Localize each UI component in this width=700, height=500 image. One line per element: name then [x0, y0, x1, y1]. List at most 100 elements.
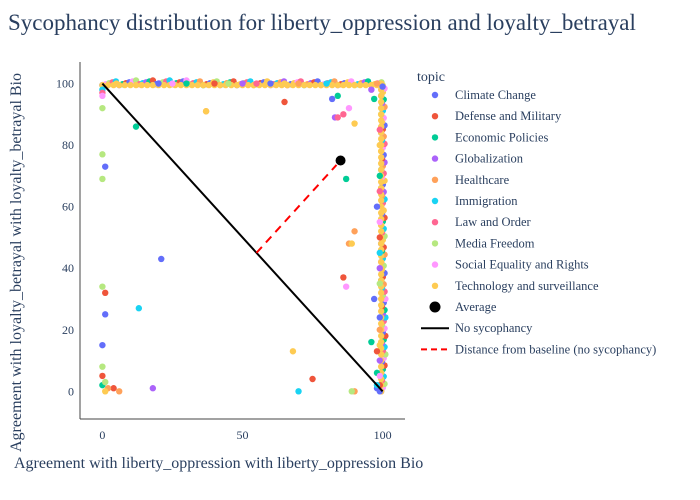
data-point	[110, 385, 117, 392]
series-8	[99, 80, 383, 380]
legend-marker	[431, 282, 439, 289]
legend-marker	[431, 155, 439, 162]
data-point	[155, 80, 162, 87]
data-point	[295, 80, 302, 87]
legend-item-average[interactable]: Average	[429, 300, 497, 314]
data-point	[373, 203, 381, 210]
legend-label: No sycophancy	[455, 321, 533, 335]
band-point	[149, 81, 157, 89]
y-axis-ticks: 0 20 40 60 80 100	[56, 77, 74, 399]
band-point	[121, 81, 129, 89]
average-marker	[334, 154, 347, 167]
data-point	[169, 80, 176, 87]
x-tick-label: 50	[237, 428, 249, 442]
x-axis-title: Agreement with liberty_oppression with l…	[14, 455, 423, 472]
band-point	[377, 308, 385, 315]
data-point	[376, 357, 383, 364]
band-point	[377, 166, 385, 173]
legend-label: Media Freedom	[455, 236, 535, 250]
legend-item-8[interactable]: Social Equality and Rights	[431, 258, 589, 272]
y-tick-label: 20	[62, 323, 74, 337]
distance-line	[255, 159, 342, 254]
band-point	[377, 332, 385, 340]
data-point	[281, 80, 288, 87]
data-point	[135, 305, 143, 312]
x-tick-label: 0	[99, 428, 105, 442]
x-tick-label: 100	[374, 428, 392, 442]
data-point	[102, 378, 109, 386]
legend-item-no-sycophancy[interactable]: No sycophancy	[421, 321, 533, 335]
y-tick-label: 40	[62, 261, 74, 275]
data-point	[345, 104, 353, 112]
band-point	[377, 98, 385, 106]
legend-item-1[interactable]: Defense and Military	[431, 109, 562, 123]
band-point	[377, 117, 385, 124]
legend-item-9[interactable]: Technology and surveillance	[431, 279, 599, 293]
band-point	[200, 81, 207, 89]
data-point	[116, 388, 123, 395]
data-point	[102, 163, 109, 170]
data-point	[373, 348, 381, 355]
band-point	[345, 81, 353, 89]
band-point	[377, 154, 385, 161]
legend-label: Distance from baseline (no sycophancy)	[455, 342, 656, 356]
band-point	[377, 148, 385, 155]
data-point	[348, 240, 355, 247]
band-point	[138, 81, 145, 89]
band-point	[377, 92, 385, 100]
band-point	[233, 81, 241, 89]
x-axis-ticks: 0 50 100	[99, 428, 391, 442]
data-point	[99, 283, 106, 290]
series-9	[102, 80, 383, 395]
legend-item-0[interactable]: Climate Change	[431, 88, 537, 102]
y-axis-title: Agreement with loyalty_betrayal with loy…	[8, 73, 25, 452]
data-point	[99, 372, 106, 380]
data-point	[211, 80, 218, 87]
legend-item-4[interactable]: Healthcare	[431, 173, 510, 187]
band-point	[368, 81, 375, 89]
legend-marker	[431, 134, 439, 141]
band-point	[244, 81, 252, 89]
legend-item-2[interactable]: Economic Policies	[431, 130, 549, 144]
data-point	[370, 295, 378, 303]
legend-label: Immigration	[455, 194, 518, 208]
legend-marker	[431, 240, 439, 247]
data-point	[99, 104, 106, 112]
legend-item-5[interactable]: Immigration	[431, 194, 518, 208]
legend-marker	[431, 197, 439, 205]
band-point	[306, 81, 313, 89]
band-point	[377, 271, 385, 278]
plot-area	[99, 77, 389, 395]
band-point	[328, 81, 336, 89]
data-point	[202, 108, 210, 115]
legend-label: Average	[455, 300, 497, 314]
legend-item-6[interactable]: Law and Order	[431, 215, 532, 229]
data-point	[158, 255, 165, 263]
series-3	[149, 80, 383, 392]
data-point	[267, 80, 274, 87]
band-point	[377, 104, 385, 112]
band-point	[377, 363, 385, 370]
legend-marker	[431, 219, 439, 226]
band-point	[261, 81, 269, 89]
data-point	[334, 114, 341, 121]
legend-item-7[interactable]: Media Freedom	[431, 236, 535, 250]
legend-item-distance[interactable]: Distance from baseline (no sycophancy)	[421, 342, 656, 356]
data-point	[225, 80, 232, 87]
band-point	[132, 81, 140, 89]
data-point	[368, 338, 375, 346]
legend[interactable]: topic Climate Change Defense and Military…	[417, 70, 656, 356]
band-point	[300, 81, 308, 89]
legend-label: Healthcare	[455, 173, 510, 187]
data-point	[102, 289, 109, 297]
data-point	[289, 348, 297, 355]
data-point	[351, 228, 358, 235]
legend-item-3[interactable]: Globalization	[431, 152, 524, 166]
band-point	[377, 160, 385, 167]
band-point	[377, 209, 385, 217]
legend-label: Economic Policies	[455, 130, 549, 144]
data-point	[239, 80, 246, 87]
data-point	[342, 175, 350, 183]
legend-marker	[431, 113, 439, 120]
band-point	[351, 81, 358, 89]
